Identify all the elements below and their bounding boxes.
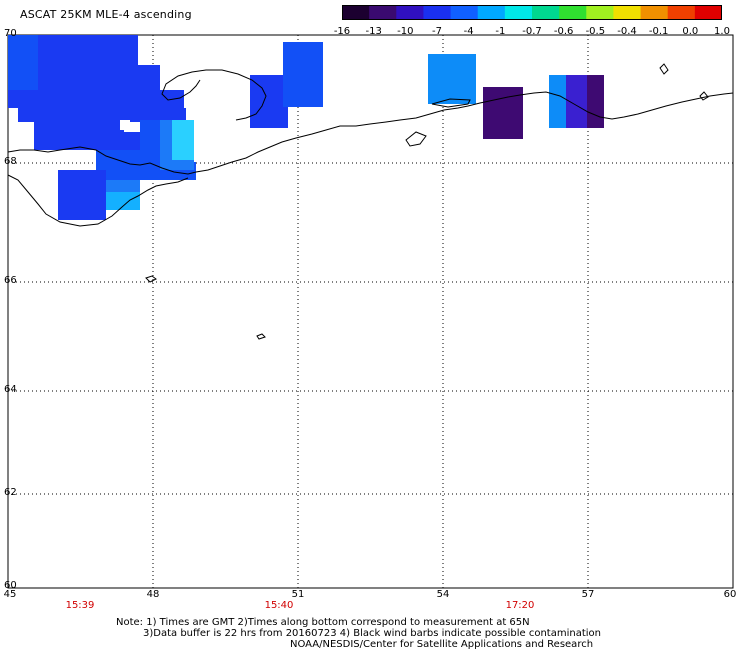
note-line-3: NOAA/NESDIS/Center for Satellite Applica…	[290, 639, 594, 650]
ascat-cell	[58, 170, 106, 220]
island-5	[659, 63, 669, 75]
ascat-cell	[549, 75, 567, 128]
colorbar-tick-label: 1.0	[714, 26, 730, 37]
colorbar-tick-label: 0.0	[682, 26, 699, 37]
ascat-cell	[106, 192, 140, 210]
colorbar	[342, 5, 722, 20]
colorbar-swatch	[613, 5, 642, 20]
coastline-mainland	[7, 91, 734, 175]
lat-label-66: 66	[4, 275, 17, 286]
colorbar-swatch	[423, 5, 452, 20]
lat-label-68: 68	[4, 156, 17, 167]
lat-label-64: 64	[4, 384, 17, 395]
colorbar-border	[342, 5, 722, 20]
colorbar-swatch	[450, 5, 479, 20]
ascat-cell	[172, 120, 194, 160]
time-label-2: 15:40	[264, 600, 294, 611]
ascat-data-cells	[8, 35, 604, 220]
lon-label-45: 45	[3, 589, 17, 600]
colorbar-tick-label: -7	[432, 26, 442, 37]
colorbar-tick-label: -1	[495, 26, 506, 37]
island-6	[699, 91, 709, 101]
colorbar-swatch	[396, 5, 425, 20]
colorbar-swatch	[559, 5, 587, 20]
ascat-cell	[8, 90, 184, 108]
ascat-cell	[283, 42, 323, 107]
note-line-1: Note: 1) Times are GMT 2)Times along bot…	[116, 617, 530, 628]
coastline-peninsula	[7, 174, 189, 227]
colorbar-swatch	[532, 5, 560, 20]
colorbar-tick-label: -0.1	[648, 26, 669, 37]
ascat-cell	[587, 75, 604, 128]
coastline-bay	[161, 69, 267, 121]
ascat-cell	[96, 150, 180, 162]
island-1	[145, 275, 157, 283]
lon-label-60: 60	[723, 589, 737, 600]
colorbar-tick-label: -13	[365, 26, 382, 37]
ascat-cell	[34, 120, 124, 132]
plot-frame	[7, 34, 734, 589]
lon-label-51: 51	[291, 589, 305, 600]
colorbar-swatch	[694, 5, 722, 20]
colorbar-swatch	[586, 5, 615, 20]
colorbar-tick-label: -10	[397, 26, 414, 37]
ascat-cell	[566, 75, 588, 128]
ascat-cell	[140, 120, 160, 150]
ascat-cell	[8, 35, 38, 90]
colorbar-swatch	[640, 5, 669, 20]
colorbar-tick-label: -0.6	[553, 26, 574, 37]
island-2	[256, 333, 266, 340]
colorbar-tick-label: -16	[333, 26, 351, 37]
ascat-cell	[120, 120, 130, 130]
ascat-cell	[96, 180, 140, 192]
lat-label-60: 60	[4, 580, 17, 591]
lon-label-48: 48	[146, 589, 160, 600]
colorbar-tick-label: -0.4	[617, 26, 637, 37]
lat-label-62: 62	[4, 487, 17, 498]
colorbar-swatch	[667, 5, 696, 20]
lat-label-70: 70	[4, 28, 17, 39]
colorbar-tick-label: -0.5	[585, 26, 606, 37]
time-label-1: 15:39	[65, 600, 95, 611]
colorbar-swatch	[504, 5, 533, 20]
colorbar-swatch	[477, 5, 506, 20]
lon-label-54: 54	[436, 589, 450, 600]
ascat-cell	[18, 108, 186, 122]
colorbar-swatch	[369, 5, 397, 20]
colorbar-tick-labels: -16 -13 -10 -7 -4 -1 -0.7 -0.6 -0.5 -0.4 -0.1 0.0 1.…	[325, 26, 740, 38]
map-title: ASCAT 25KM MLE-4 ascending	[20, 8, 192, 21]
coastline	[7, 63, 734, 340]
ascat-cell	[483, 87, 523, 139]
lon-label-57: 57	[581, 589, 595, 600]
ascat-cell	[428, 54, 476, 104]
island-4	[405, 131, 427, 147]
colorbar-swatch	[342, 5, 370, 20]
time-label-3: 17:20	[505, 600, 535, 611]
note-line-2: 3)Data buffer is 22 hrs from 20160723 4)…	[143, 628, 601, 639]
colorbar-tick-label: -4	[463, 26, 474, 37]
colorbar-tick-label: -0.7	[522, 26, 542, 37]
island-3	[431, 98, 471, 108]
